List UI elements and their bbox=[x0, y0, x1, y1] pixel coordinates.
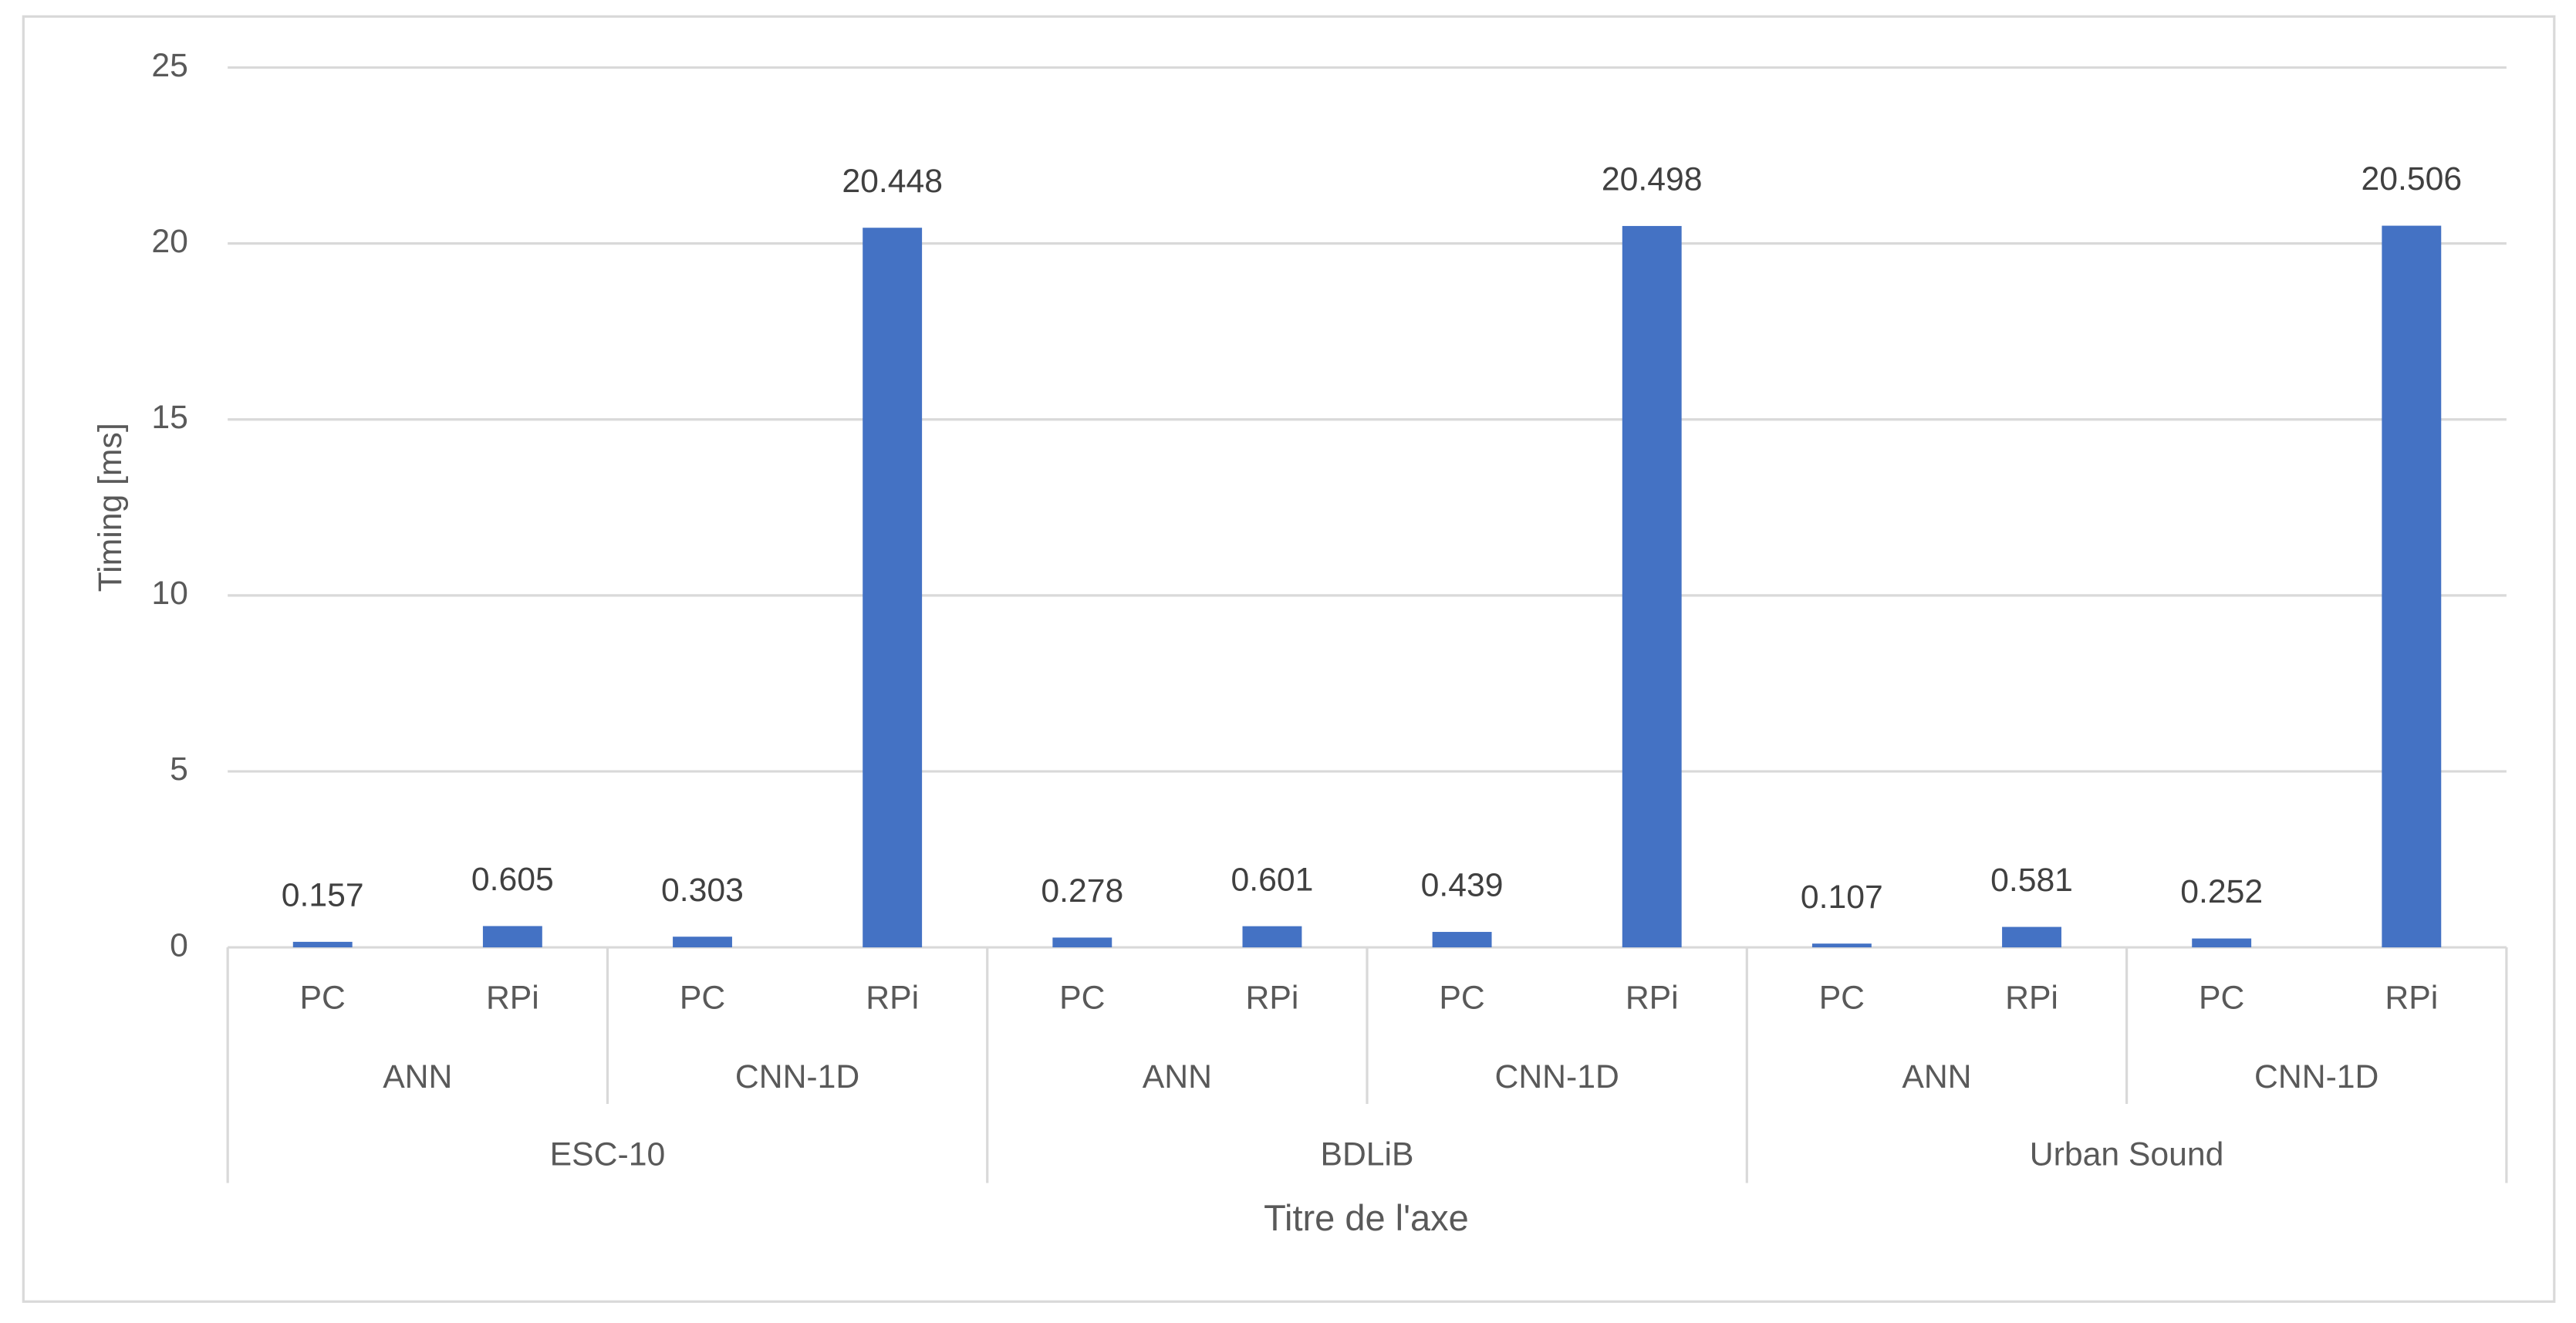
x-tick-label: PC bbox=[1819, 980, 1865, 1017]
subgroup-label: ANN bbox=[1143, 1058, 1212, 1095]
y-axis-title: Timing [ms] bbox=[92, 423, 129, 592]
bar bbox=[1811, 943, 1872, 948]
bar bbox=[673, 937, 732, 948]
x-tick-label: RPi bbox=[2385, 980, 2438, 1017]
data-label: 0.252 bbox=[2180, 873, 2263, 910]
x-tick-label: RPi bbox=[866, 980, 919, 1017]
x-tick-label: PC bbox=[300, 980, 346, 1017]
subgroup-label: CNN-1D bbox=[1494, 1058, 1619, 1095]
group-label: BDLiB bbox=[1320, 1136, 1413, 1173]
data-label: 20.448 bbox=[842, 163, 943, 200]
x-axis-title: Titre de l'axe bbox=[1264, 1197, 1469, 1238]
data-label: 0.605 bbox=[471, 861, 554, 898]
data-label: 0.157 bbox=[282, 877, 364, 914]
subgroup-label: ANN bbox=[383, 1058, 452, 1095]
chart-frame bbox=[22, 15, 2556, 1303]
bar bbox=[292, 941, 353, 948]
bar bbox=[1432, 932, 1492, 948]
bar bbox=[2192, 938, 2252, 948]
x-tick-label: PC bbox=[1439, 980, 1484, 1017]
bar bbox=[1052, 937, 1112, 948]
x-tick-label: RPi bbox=[1626, 980, 1679, 1017]
bar bbox=[1622, 225, 1682, 948]
y-tick-label: 5 bbox=[170, 751, 188, 788]
data-label: 0.303 bbox=[661, 872, 744, 909]
y-tick-label: 10 bbox=[151, 575, 188, 612]
data-label: 20.498 bbox=[1602, 161, 1703, 198]
x-tick-label: RPi bbox=[486, 980, 539, 1017]
subgroup-label: CNN-1D bbox=[2254, 1058, 2378, 1095]
x-tick-label: PC bbox=[2199, 980, 2244, 1017]
data-label: 0.278 bbox=[1041, 872, 1123, 910]
x-tick-label: PC bbox=[680, 980, 725, 1017]
x-tick-label: RPi bbox=[2005, 980, 2058, 1017]
x-tick-label: RPi bbox=[1246, 980, 1299, 1017]
group-label: ESC-10 bbox=[550, 1136, 666, 1173]
bar bbox=[863, 228, 923, 948]
group-label: Urban Sound bbox=[2030, 1136, 2224, 1173]
bar bbox=[482, 926, 542, 948]
y-tick-label: 0 bbox=[170, 926, 188, 964]
y-tick-label: 15 bbox=[151, 399, 188, 436]
subgroup-label: ANN bbox=[1902, 1058, 1971, 1095]
data-label: 0.439 bbox=[1421, 867, 1504, 904]
y-tick-label: 25 bbox=[151, 47, 188, 84]
x-tick-label: PC bbox=[1059, 980, 1105, 1017]
data-label: 0.107 bbox=[1801, 879, 1883, 916]
bar bbox=[2382, 225, 2442, 948]
data-label: 0.581 bbox=[1990, 862, 2073, 899]
data-label: 0.601 bbox=[1231, 861, 1314, 898]
y-tick-label: 20 bbox=[151, 223, 188, 260]
bar bbox=[2002, 926, 2061, 948]
data-label: 20.506 bbox=[2361, 160, 2462, 197]
subgroup-label: CNN-1D bbox=[735, 1058, 859, 1095]
bar bbox=[1242, 926, 1302, 948]
